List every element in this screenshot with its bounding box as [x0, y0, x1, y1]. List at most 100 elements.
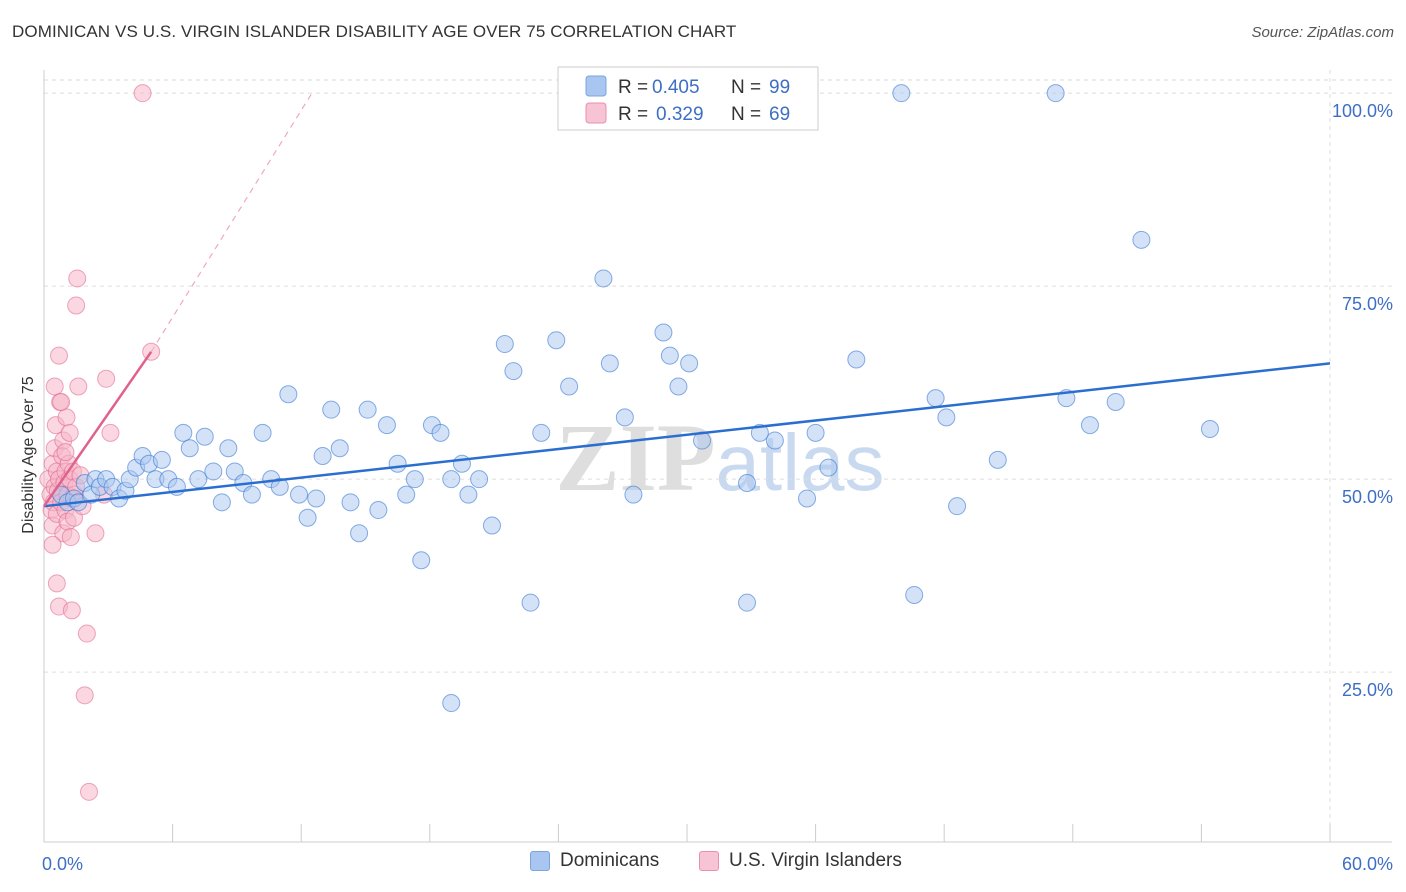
- point-us-virgin-islanders: [56, 443, 75, 462]
- point-dominicans: [189, 470, 208, 489]
- source-label: Source: ZipAtlas.com: [1251, 24, 1394, 41]
- legend-r-label-2: R =: [618, 104, 648, 125]
- point-us-virgin-islanders: [57, 408, 76, 427]
- x-tick-label-max: 60.0%: [1342, 854, 1393, 874]
- point-dominicans: [341, 493, 360, 512]
- watermark-atlas: atlas: [716, 418, 885, 507]
- point-us-virgin-islanders: [47, 574, 66, 593]
- point-dominicans: [459, 485, 478, 504]
- point-us-virgin-islanders: [69, 377, 88, 396]
- point-dominicans: [594, 269, 613, 288]
- point-us-virgin-islanders: [68, 269, 87, 288]
- point-us-virgin-islanders: [86, 524, 105, 543]
- y-tick-label: 75.0%: [1342, 294, 1393, 314]
- point-dominicans: [765, 431, 784, 450]
- bottom-legend-swatch-dominicans: [530, 851, 550, 871]
- legend-r-value-1: 0.405: [652, 77, 700, 98]
- points-dominicans: [52, 84, 1219, 713]
- point-dominicans: [442, 694, 461, 713]
- top-legend: R = 0.405 N = 99 R = 0.329 N = 69: [557, 66, 819, 131]
- point-dominicans: [350, 524, 369, 543]
- point-dominicans: [532, 423, 551, 442]
- point-dominicans: [937, 408, 956, 427]
- point-dominicans: [431, 423, 450, 442]
- x-tick-label-min: 0.0%: [42, 854, 83, 874]
- point-us-virgin-islanders: [50, 346, 69, 365]
- legend-r-label-1: R =: [618, 77, 648, 98]
- point-dominicans: [330, 439, 349, 458]
- legend-n-label-1: N =: [731, 77, 761, 98]
- bottom-legend-virgin-islanders: U.S. Virgin Islanders: [699, 850, 902, 872]
- point-dominicans: [926, 389, 945, 408]
- point-dominicans: [738, 474, 757, 493]
- trend-extensions: [150, 92, 313, 353]
- point-dominicans: [298, 508, 317, 527]
- point-dominicans: [495, 335, 514, 354]
- y-tick-label: 25.0%: [1342, 680, 1393, 700]
- point-dominicans: [152, 450, 171, 469]
- point-dominicans: [212, 493, 231, 512]
- points-us-virgin-islanders: [39, 84, 161, 801]
- point-us-virgin-islanders: [52, 392, 71, 411]
- bottom-legend-swatch-virgin-islanders: [699, 851, 719, 871]
- point-dominicans: [377, 416, 396, 435]
- legend-swatch-virgin-islanders: [585, 102, 607, 124]
- point-dominicans: [504, 362, 523, 381]
- y-axis-label: Disability Age Over 75: [20, 376, 37, 534]
- point-dominicans: [180, 439, 199, 458]
- point-dominicans: [369, 501, 388, 520]
- trend-line-dominicans: [43, 362, 1331, 508]
- point-dominicans: [204, 462, 223, 481]
- point-us-virgin-islanders: [67, 296, 86, 315]
- point-dominicans: [948, 497, 967, 516]
- legend-swatch-dominicans: [585, 75, 607, 97]
- point-dominicans: [988, 450, 1007, 469]
- watermark: ZIPatlas: [555, 404, 884, 511]
- point-dominicans: [405, 470, 424, 489]
- point-dominicans: [1200, 419, 1219, 438]
- point-dominicans: [1106, 392, 1125, 411]
- point-dominicans: [452, 454, 471, 473]
- point-dominicans: [195, 427, 214, 446]
- tick-labels: 25.0% 50.0% 75.0% 100.0% 0.0% 60.0%: [42, 101, 1393, 874]
- point-dominicans: [798, 489, 817, 508]
- point-us-virgin-islanders: [61, 528, 80, 547]
- point-dominicans: [397, 485, 416, 504]
- point-dominicans: [600, 354, 619, 373]
- point-dominicans: [322, 400, 341, 419]
- point-dominicans: [819, 458, 838, 477]
- legend-n-label-2: N =: [731, 104, 761, 125]
- point-dominicans: [388, 454, 407, 473]
- point-us-virgin-islanders: [62, 601, 81, 620]
- point-dominicans: [847, 350, 866, 369]
- point-dominicans: [806, 423, 825, 442]
- point-dominicans: [547, 331, 566, 350]
- point-dominicans: [412, 551, 431, 570]
- legend-n-value-2: 69: [769, 104, 790, 125]
- point-dominicans: [482, 516, 501, 535]
- y-tick-label: 100.0%: [1332, 101, 1393, 121]
- point-dominicans: [660, 346, 679, 365]
- point-us-virgin-islanders: [80, 782, 99, 801]
- point-dominicans: [1132, 230, 1151, 249]
- axes: [43, 70, 1392, 843]
- point-dominicans: [307, 489, 326, 508]
- trend-lines: [42, 351, 1331, 508]
- bottom-legend-label-virgin-islanders: U.S. Virgin Islanders: [729, 850, 902, 871]
- bottom-legend: Dominicans U.S. Virgin Islanders: [0, 850, 1406, 880]
- point-us-virgin-islanders: [75, 686, 94, 705]
- point-dominicans: [669, 377, 688, 396]
- trend-extension-us-virgin-islanders: [150, 92, 313, 353]
- point-us-virgin-islanders: [60, 423, 79, 442]
- bottom-legend-label-dominicans: Dominicans: [560, 850, 660, 871]
- point-us-virgin-islanders: [77, 624, 96, 643]
- legend-n-value-1: 99: [769, 77, 790, 98]
- point-us-virgin-islanders: [101, 423, 120, 442]
- point-dominicans: [624, 485, 643, 504]
- point-dominicans: [521, 593, 540, 612]
- point-dominicans: [279, 385, 298, 404]
- trend-line-us-virgin-islanders: [42, 351, 153, 507]
- point-dominicans: [750, 423, 769, 442]
- point-dominicans: [680, 354, 699, 373]
- point-dominicans: [270, 477, 289, 496]
